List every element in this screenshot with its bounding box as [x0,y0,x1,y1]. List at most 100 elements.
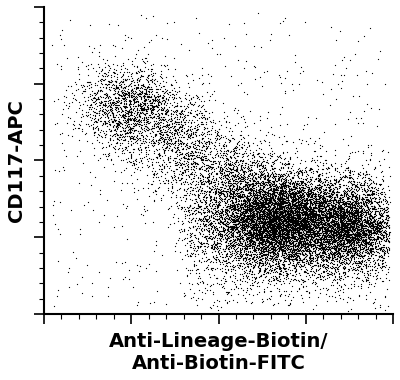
Point [166,89,173,95]
Point [344,203,350,209]
Point [246,167,253,173]
Point [319,222,326,228]
Point [204,171,211,177]
Point [324,165,331,171]
Point [274,238,280,244]
Point [142,100,148,106]
Point [90,95,96,101]
Point [343,243,349,249]
Point [212,160,218,166]
Point [357,230,363,236]
Point [301,269,307,275]
Point [218,191,225,197]
Point [332,215,338,222]
Point [124,133,130,139]
Point [278,211,285,217]
Point [366,250,372,256]
Point [247,239,253,245]
Point [222,177,228,184]
Point [250,241,257,247]
Point [330,176,337,182]
Point [317,252,324,258]
Point [178,134,184,140]
Point [346,205,353,211]
Point [323,233,330,239]
Point [304,229,310,235]
Point [306,208,312,214]
Point [147,105,153,111]
Point [206,227,212,233]
Point [330,185,336,191]
Point [306,227,312,233]
Point [114,125,120,131]
Point [202,285,208,291]
Point [262,226,268,232]
Point [280,241,287,247]
Point [360,232,367,238]
Point [279,190,285,196]
Point [319,228,326,234]
Point [301,236,307,242]
Point [304,206,310,212]
Point [323,291,329,297]
Point [240,193,247,200]
Point [313,235,319,241]
Point [334,279,340,285]
Point [284,215,290,222]
Point [289,190,296,196]
Point [325,232,331,238]
Point [335,205,342,211]
Point [231,106,237,112]
Point [359,254,365,260]
Point [344,236,350,242]
Point [351,205,357,211]
Point [334,223,340,230]
Point [142,220,148,226]
Point [249,213,256,219]
Point [136,147,142,154]
Point [249,269,256,275]
Point [304,216,310,222]
Point [328,212,334,218]
Point [228,286,234,292]
Point [294,226,300,233]
Point [260,200,266,206]
Point [233,209,239,215]
Point [139,129,145,135]
Point [328,269,334,275]
Point [153,89,159,95]
Point [254,195,261,201]
Point [342,220,349,226]
Point [272,173,278,179]
Point [164,20,170,26]
Point [282,288,289,294]
Point [311,222,317,228]
Point [136,122,143,128]
Point [186,134,192,140]
Point [328,223,334,229]
Point [282,177,288,184]
Point [102,81,108,87]
Point [281,203,287,209]
Point [110,99,116,105]
Point [228,228,234,234]
Point [351,242,357,248]
Point [241,191,248,197]
Point [171,120,177,126]
Point [186,190,193,196]
Point [256,230,262,236]
Point [297,238,303,244]
Point [362,227,368,233]
Point [171,104,177,110]
Point [94,89,100,95]
Point [340,169,346,175]
Point [222,202,228,208]
Point [340,243,347,249]
Point [224,236,230,242]
Point [135,99,142,105]
Point [184,150,190,156]
Point [296,204,302,210]
Point [316,176,323,182]
Point [333,179,339,185]
Point [244,227,250,233]
